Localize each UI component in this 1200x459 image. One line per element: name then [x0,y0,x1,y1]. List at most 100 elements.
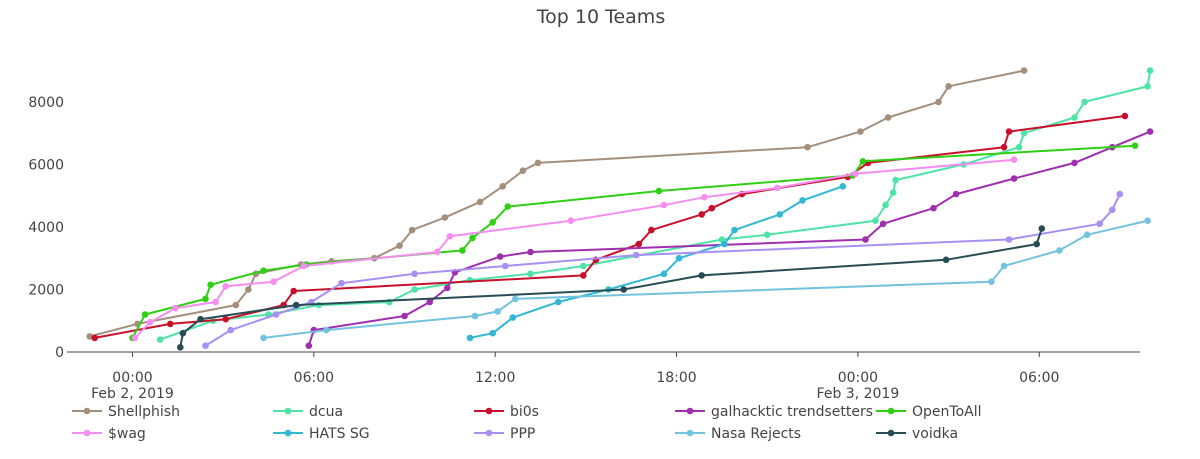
data-point[interactable] [434,248,441,256]
data-point[interactable] [504,203,512,210]
data-point[interactable] [131,334,139,342]
data-point[interactable] [227,326,234,334]
data-point[interactable] [207,281,214,289]
data-point[interactable] [167,320,174,328]
data-point[interactable] [1038,225,1046,232]
legend-item-opentoall[interactable]: OpenToAll [876,404,982,420]
data-point[interactable] [292,301,300,309]
data-point[interactable] [882,201,889,209]
data-point[interactable] [945,83,952,90]
data-point[interactable] [534,159,542,167]
data-point[interactable] [202,295,209,303]
data-point[interactable] [872,217,879,224]
legend-item-galhacktic-trendsetters[interactable]: galhacktic trendsetters [675,404,873,420]
data-point[interactable] [426,298,434,306]
data-point[interactable] [489,329,497,337]
data-point[interactable] [1109,206,1116,214]
data-point[interactable] [884,114,892,121]
data-point[interactable] [222,283,229,290]
data-point[interactable] [232,301,240,309]
data-point[interactable] [527,270,534,278]
legend-item-shellphish[interactable]: Shellphish [72,404,180,420]
data-point[interactable] [1146,128,1154,135]
data-point[interactable] [935,98,942,106]
data-point[interactable] [799,197,806,204]
data-point[interactable] [476,198,484,206]
legend-item-ppp[interactable]: PPP [474,426,535,442]
data-point[interactable] [1083,231,1091,239]
data-point[interactable] [466,334,474,342]
data-point[interactable] [763,231,771,239]
data-point[interactable] [1010,156,1018,163]
data-point[interactable] [930,204,937,212]
data-point[interactable] [1071,114,1078,121]
data-point[interactable] [260,267,267,275]
data-point[interactable] [459,247,466,254]
data-point[interactable] [179,329,187,337]
data-point[interactable] [1144,217,1151,224]
data-point[interactable] [86,333,93,340]
data-point[interactable] [776,211,784,218]
data-point[interactable] [1096,220,1103,228]
data-point[interactable] [197,315,204,323]
data-point[interactable] [721,240,728,248]
data-point[interactable] [272,311,280,318]
data-point[interactable] [1071,159,1078,167]
data-point[interactable] [660,270,668,278]
data-point[interactable] [260,334,267,342]
data-point[interactable] [879,220,887,228]
data-point[interactable] [554,298,562,306]
data-point[interactable] [401,312,408,320]
data-point[interactable] [804,143,811,151]
data-point[interactable] [857,128,864,135]
data-point[interactable] [1000,143,1008,151]
data-point[interactable] [502,262,509,270]
data-point[interactable] [146,319,154,326]
legend-item-wag[interactable]: $wag [72,426,146,442]
data-point[interactable] [698,211,705,218]
data-point[interactable] [620,286,627,293]
data-point[interactable] [222,315,229,323]
data-point[interactable] [338,279,345,287]
data-point[interactable] [1081,98,1088,106]
data-point[interactable] [1144,83,1151,90]
data-point[interactable] [859,158,867,165]
data-point[interactable] [212,298,219,306]
data-point[interactable] [290,287,298,295]
data-point[interactable] [396,242,403,249]
data-point[interactable] [635,240,643,248]
data-point[interactable] [852,170,859,178]
data-point[interactable] [1020,129,1028,137]
data-point[interactable] [1010,175,1018,182]
data-point[interactable] [889,189,897,196]
legend-item-nasa-rejects[interactable]: Nasa Rejects [675,426,801,442]
data-point[interactable] [245,286,252,293]
data-point[interactable] [701,193,708,201]
data-point[interactable] [499,183,507,190]
data-point[interactable] [580,262,587,270]
data-point[interactable] [580,272,587,279]
data-point[interactable] [892,176,899,184]
data-point[interactable] [323,326,330,334]
legend-item-voidka[interactable]: voidka [876,426,958,442]
data-point[interactable] [141,311,149,318]
data-point[interactable] [862,236,869,243]
data-point[interactable] [1015,143,1023,151]
data-point[interactable] [202,342,209,350]
data-point[interactable] [512,295,519,303]
data-point[interactable] [1033,240,1040,248]
data-point[interactable] [270,278,277,286]
data-point[interactable] [172,304,179,312]
data-point[interactable] [942,256,950,264]
data-point[interactable] [444,284,451,292]
data-point[interactable] [156,336,164,343]
data-point[interactable] [1005,236,1013,243]
data-point[interactable] [489,219,497,226]
data-point[interactable] [446,233,454,240]
legend-item-dcua[interactable]: dcua [273,404,343,420]
data-point[interactable] [177,344,184,351]
legend-item-hats-sg[interactable]: HATS SG [273,426,370,442]
data-point[interactable] [496,253,504,260]
data-point[interactable] [411,270,418,278]
data-point[interactable] [527,248,534,256]
